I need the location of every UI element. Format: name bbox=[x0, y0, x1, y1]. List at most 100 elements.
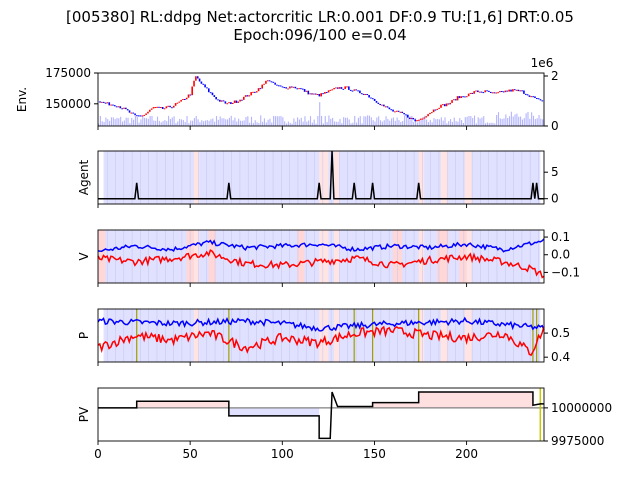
volume-bar bbox=[435, 119, 437, 126]
y-tick-label: 0.1 bbox=[551, 230, 570, 244]
volume-bar bbox=[381, 121, 383, 126]
volume-bar bbox=[461, 120, 463, 126]
price-candle bbox=[242, 96, 245, 100]
price-candle bbox=[244, 95, 247, 97]
volume-bar bbox=[368, 115, 371, 126]
price-candle bbox=[408, 117, 411, 119]
volume-bar bbox=[263, 118, 265, 126]
price-candle bbox=[213, 95, 216, 97]
volume-bar bbox=[431, 122, 433, 126]
price-candle bbox=[539, 99, 542, 101]
volume-bar bbox=[516, 113, 518, 126]
price-candle bbox=[217, 99, 219, 101]
volume-bar bbox=[107, 119, 109, 126]
background-band bbox=[208, 230, 216, 283]
y-axis-label: V bbox=[77, 252, 91, 261]
volume-bar bbox=[98, 123, 100, 126]
price-candle bbox=[421, 118, 424, 120]
volume-bar bbox=[151, 116, 153, 126]
volume-bar bbox=[116, 117, 118, 126]
y-tick-label: 175000 bbox=[45, 66, 91, 80]
volume-bar bbox=[361, 123, 363, 126]
price-candle bbox=[233, 100, 236, 103]
volume-bar bbox=[306, 121, 308, 126]
volume-bar bbox=[260, 115, 262, 126]
volume-bar bbox=[354, 115, 356, 126]
price-candle bbox=[344, 86, 346, 89]
volume-bar bbox=[158, 120, 160, 126]
price-candle bbox=[145, 113, 147, 115]
price-candle bbox=[536, 97, 538, 99]
price-candle bbox=[336, 87, 339, 89]
volume-bar bbox=[228, 117, 230, 126]
price-candle bbox=[384, 106, 387, 108]
volume-bar bbox=[400, 121, 402, 126]
price-candle bbox=[143, 114, 146, 116]
volume-bar bbox=[295, 121, 297, 126]
volume-bar bbox=[357, 117, 359, 126]
price-candle bbox=[324, 91, 326, 94]
volume-bar bbox=[308, 120, 310, 126]
price-candle bbox=[447, 103, 450, 105]
volume-bar bbox=[450, 119, 452, 126]
background-band bbox=[319, 151, 329, 204]
volume-bar bbox=[492, 122, 494, 126]
volume-bar bbox=[265, 122, 267, 126]
price-candle bbox=[301, 88, 304, 90]
background-band bbox=[464, 151, 473, 204]
price-candle bbox=[438, 107, 440, 109]
volume-bar bbox=[411, 115, 413, 126]
gain-fill bbox=[372, 391, 533, 408]
price-candle bbox=[346, 86, 348, 88]
price-candle bbox=[303, 89, 306, 92]
price-candle bbox=[248, 95, 251, 97]
price-candle bbox=[309, 93, 311, 95]
price-candle bbox=[125, 107, 127, 110]
y-tick-label: 150000 bbox=[45, 97, 91, 111]
volume-bar bbox=[418, 119, 420, 126]
volume-bar bbox=[525, 113, 527, 126]
volume-bar bbox=[99, 115, 101, 126]
volume-bar bbox=[184, 122, 186, 126]
chart-title-line1: [005380] RL:ddpg Net:actorcritic LR:0.00… bbox=[66, 8, 574, 26]
volume-bar bbox=[245, 116, 247, 126]
price-candle bbox=[137, 115, 140, 117]
volume-bar bbox=[219, 116, 221, 126]
price-candle bbox=[414, 119, 416, 122]
price-candle bbox=[320, 93, 322, 97]
volume-bar bbox=[457, 121, 459, 126]
volume-bar bbox=[127, 117, 129, 126]
volume-bar bbox=[153, 120, 155, 126]
price-candle bbox=[464, 96, 466, 98]
price-candle bbox=[322, 93, 324, 95]
price-candle bbox=[119, 106, 122, 109]
volume-bar bbox=[180, 119, 183, 126]
volume-bar bbox=[542, 119, 544, 126]
volume-bar bbox=[225, 119, 227, 126]
price-candle bbox=[272, 81, 275, 83]
price-candle bbox=[451, 100, 453, 103]
price-candle bbox=[528, 95, 531, 97]
volume-bar bbox=[293, 118, 295, 126]
background-band bbox=[193, 151, 200, 204]
volume-bar bbox=[230, 115, 232, 126]
volume-bar bbox=[385, 116, 387, 126]
price-candle bbox=[289, 86, 291, 89]
price-candle bbox=[497, 92, 499, 94]
volume-bar bbox=[243, 120, 245, 126]
price-candle bbox=[460, 96, 463, 99]
volume-bar bbox=[426, 119, 428, 126]
volume-bar bbox=[451, 121, 453, 126]
price-candle bbox=[252, 91, 254, 93]
price-candle bbox=[219, 99, 221, 102]
volume-bar bbox=[133, 119, 135, 126]
volume-bar bbox=[523, 118, 525, 126]
price-candle bbox=[513, 89, 516, 91]
price-candle bbox=[113, 105, 116, 107]
volume-bar bbox=[370, 117, 372, 126]
volume-bar bbox=[518, 116, 520, 126]
volume-bar bbox=[297, 117, 299, 126]
price-candle bbox=[465, 96, 468, 98]
background-band bbox=[193, 309, 200, 362]
volume-bar bbox=[191, 120, 194, 126]
